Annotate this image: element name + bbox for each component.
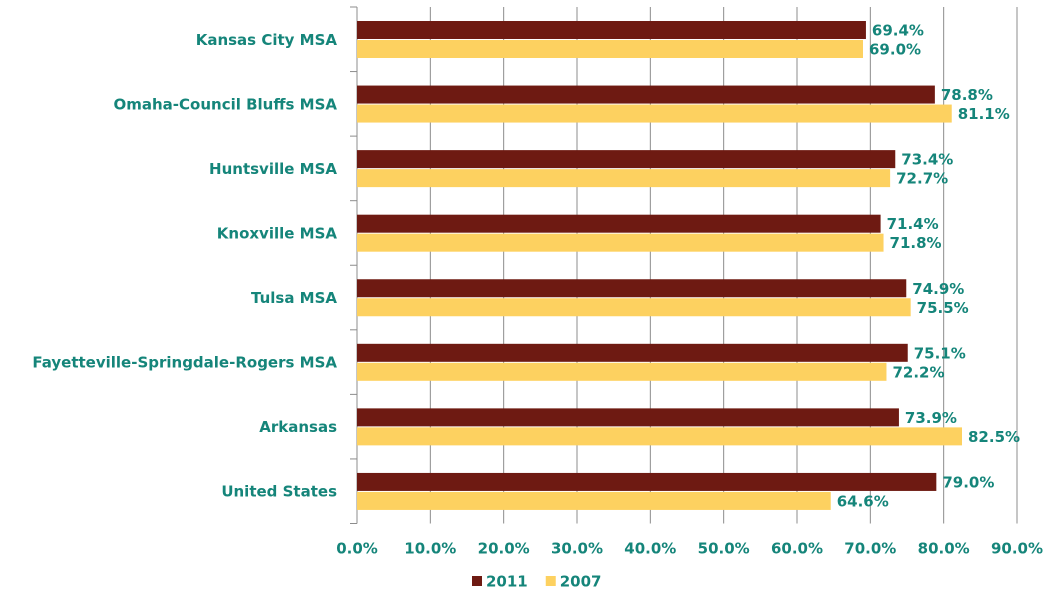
x-tick-label: 20.0% [478,540,530,558]
value-label: 71.8% [890,234,942,252]
bar [357,150,896,169]
bar [357,214,881,233]
bar [357,85,935,104]
value-label: 72.2% [892,363,944,381]
value-label: 78.8% [941,86,993,104]
value-label: 79.0% [942,473,994,491]
bar [357,408,899,427]
bar [357,472,937,491]
y-tick-label: Fayetteville-Springdale-Rogers MSA [32,354,337,372]
bar [357,298,911,317]
y-tick-label: Tulsa MSA [251,289,337,307]
legend-label: 2007 [560,573,602,591]
bar [357,104,952,123]
bar [357,233,884,252]
x-tick-label: 80.0% [918,540,970,558]
bar [357,427,962,446]
bar [357,279,907,298]
y-tick-label: Kansas City MSA [196,31,338,49]
value-label: 74.9% [912,280,964,298]
value-label: 73.4% [901,151,953,169]
legend-label: 2011 [486,573,528,591]
value-label: 81.1% [958,105,1010,123]
bar [357,21,866,39]
x-tick-label: 60.0% [771,540,823,558]
bar [357,169,891,188]
value-label: 72.7% [896,170,948,188]
bar [357,40,863,58]
value-label: 75.1% [914,344,966,362]
legend-swatch [472,576,482,586]
x-tick-label: 30.0% [551,540,603,558]
value-label: 71.4% [887,215,939,233]
x-tick-label: 70.0% [844,540,896,558]
value-label: 69.4% [872,22,924,40]
y-tick-label: Arkansas [259,418,337,436]
value-label: 82.5% [968,428,1020,446]
bar [357,491,831,510]
x-tick-label: 0.0% [336,540,378,558]
bar [357,343,908,362]
bar [357,362,887,381]
value-label: 64.6% [837,492,889,510]
y-tick-label: Knoxville MSA [217,224,338,242]
value-label: 69.0% [869,41,921,59]
value-label: 75.5% [917,299,969,317]
value-label: 73.9% [905,409,957,427]
x-tick-label: 50.0% [698,540,750,558]
legend-swatch [545,576,556,586]
x-tick-label: 40.0% [624,540,676,558]
y-tick-label: United States [221,483,337,501]
x-tick-label: 90.0% [991,540,1043,558]
y-tick-label: Omaha-Council Bluffs MSA [114,95,338,113]
y-tick-label: Huntsville MSA [209,160,337,178]
x-tick-label: 10.0% [404,540,456,558]
